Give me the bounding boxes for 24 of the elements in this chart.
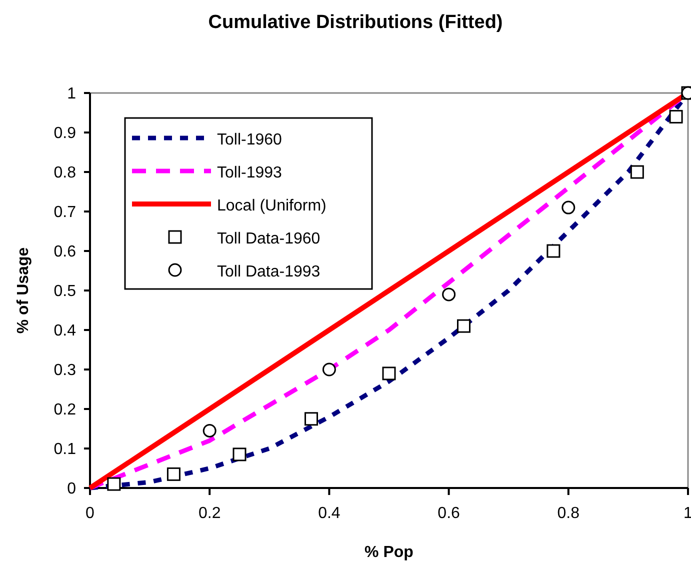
y-tick-label: 0.5 xyxy=(54,283,76,300)
x-tick-label: 0.6 xyxy=(438,505,460,522)
y-tick-label: 1 xyxy=(67,86,76,103)
legend-label: Toll Data-1993 xyxy=(217,263,320,280)
x-tick-label: 0 xyxy=(86,505,95,522)
y-tick-label: 0.8 xyxy=(54,164,76,182)
y-tick-label: 0.3 xyxy=(54,362,76,380)
y-tick-label: 0 xyxy=(67,480,76,498)
x-tick-label: 0.8 xyxy=(557,505,580,522)
legend-label: Local (Uniform) xyxy=(217,197,326,214)
y-tick-label: 0.6 xyxy=(54,244,76,261)
chart-title: Cumulative Distributions (Fitted) xyxy=(208,12,503,33)
legend-label: Toll-1993 xyxy=(217,164,282,182)
legend-label: Toll Data-1960 xyxy=(217,230,320,248)
x-tick-label: 0.2 xyxy=(198,505,221,522)
x-axis-title: % Pop xyxy=(364,544,414,561)
y-tick-label: 0.7 xyxy=(54,204,76,222)
y-tick-label: 0.4 xyxy=(54,322,76,340)
x-tick-label: 0.4 xyxy=(318,505,340,522)
y-axis-title: % of Usage xyxy=(15,247,32,334)
legend-label: Toll-1960 xyxy=(217,131,282,148)
y-tick-label: 0.1 xyxy=(54,441,76,458)
y-tick-label: 0.9 xyxy=(54,125,76,142)
y-tick-label: 0.2 xyxy=(54,402,76,419)
